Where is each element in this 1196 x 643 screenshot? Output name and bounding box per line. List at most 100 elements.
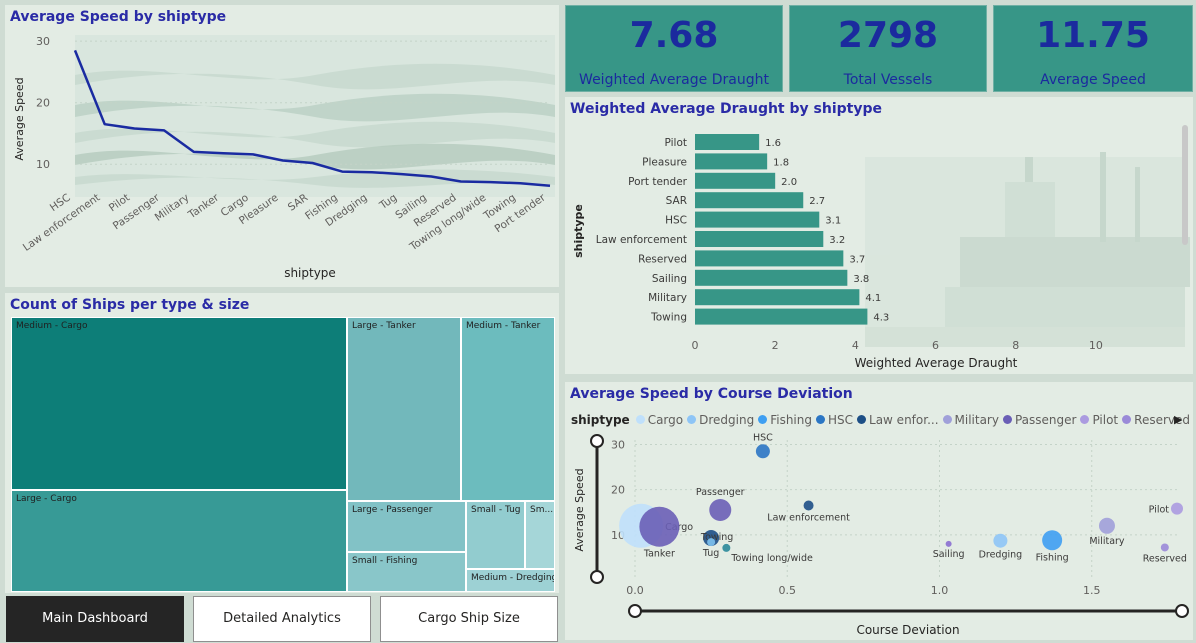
bar-port-tender[interactable] xyxy=(695,172,776,189)
line-y-tick-label: 10 xyxy=(36,158,50,171)
scatter-point-label-hsc: HSC xyxy=(753,432,773,443)
scatter-point-reserved[interactable] xyxy=(1160,543,1169,552)
bar-chart-scrollbar[interactable] xyxy=(1182,125,1188,245)
bar-category-label-pilot: Pilot xyxy=(665,137,687,149)
legend-item-reserved[interactable]: Reserved xyxy=(1122,413,1190,427)
legend-dot-icon xyxy=(815,415,825,424)
bar-data-label-military: 4.1 xyxy=(865,293,881,304)
legend-next-arrow-icon[interactable]: ▶ xyxy=(1174,413,1183,426)
scatter-point-towing[interactable] xyxy=(703,530,720,546)
scatter-x-tick-label: 0.0 xyxy=(626,584,644,597)
bar-category-label-hsc: HSC xyxy=(665,215,687,227)
kpi-label-speed: Average Speed xyxy=(1040,72,1146,88)
bar-chart-title: Weighted Average Draught by shiptype xyxy=(570,101,882,117)
treemap-cell-small-fishing[interactable]: Small - Fishing xyxy=(347,552,466,592)
treemap-cell-label: Medium - Tanker xyxy=(466,321,541,331)
scatter-point-pilot[interactable] xyxy=(1171,502,1183,515)
treemap-title: Count of Ships per type & size xyxy=(10,297,250,313)
bar-law-enforcement[interactable] xyxy=(695,231,824,247)
bar-data-label-sailing: 3.8 xyxy=(853,274,869,285)
line-y-tick-label: 30 xyxy=(36,35,50,48)
treemap-cell-label: Medium - Dredging xyxy=(471,573,555,583)
treemap-cell-small-tug[interactable]: Small - Tug xyxy=(466,501,525,569)
scatter-point-passenger[interactable] xyxy=(709,499,732,521)
kpi-value-draught: 7.68 xyxy=(629,15,719,56)
legend-label: HSC xyxy=(827,413,854,427)
treemap-cell-medium-cargo[interactable]: Medium - Cargo xyxy=(11,317,347,490)
bar-pleasure[interactable] xyxy=(695,153,768,170)
bar-category-label-towing: Towing xyxy=(650,312,687,324)
legend-label: Fishing xyxy=(770,413,812,427)
treemap-cell-label: Sm... xyxy=(530,505,554,515)
bar-x-tick-label: 0 xyxy=(692,339,699,352)
legend-item-law-enfor[interactable]: Law enfor... xyxy=(857,413,939,427)
bar-sailing[interactable] xyxy=(695,269,848,286)
legend-item-fishing[interactable]: Fishing xyxy=(758,413,812,427)
scatter-x-tick-label: 1.5 xyxy=(1083,584,1101,597)
legend-item-dredging[interactable]: Dredging xyxy=(687,413,754,427)
legend-dot-icon xyxy=(1122,415,1132,424)
scatter-point-label-pilot: Pilot xyxy=(1149,505,1170,516)
bar-towing[interactable] xyxy=(695,308,868,325)
scatter-point-tanker[interactable] xyxy=(639,506,680,547)
bar-reserved[interactable] xyxy=(695,250,844,267)
scatter-point-towing-long-wide[interactable] xyxy=(722,543,731,552)
bar-military[interactable] xyxy=(695,289,860,306)
treemap-cell-label: Small - Fishing xyxy=(352,556,418,566)
detailed-analytics-button[interactable]: Detailed Analytics xyxy=(193,596,371,642)
bar-sar[interactable] xyxy=(695,192,804,209)
legend-item-passenger[interactable]: Passenger xyxy=(1002,413,1076,427)
treemap-cell-label: Medium - Cargo xyxy=(16,321,88,331)
bar-data-label-law-enforcement: 3.2 xyxy=(829,235,845,246)
scatter-point-law-enforcement[interactable] xyxy=(803,500,814,511)
kpi-value-speed: 11.75 xyxy=(1036,15,1150,56)
ship-background-image xyxy=(865,152,1190,347)
legend-dot-icon xyxy=(1080,415,1090,424)
line-chart-gridlines xyxy=(75,40,550,165)
treemap-panel: Count of Ships per type & size Medium - … xyxy=(5,293,559,593)
bar-x-tick-label: 2 xyxy=(772,339,779,352)
scatter-point-fishing[interactable] xyxy=(1042,530,1063,551)
y-axis-slider-handle-bottom[interactable] xyxy=(590,570,604,584)
scatter-point-military[interactable] xyxy=(1098,517,1115,534)
x-axis-slider-handle-left[interactable] xyxy=(628,604,642,618)
legend-dot-icon xyxy=(635,415,645,424)
legend-dot-icon xyxy=(857,415,867,424)
bar-category-label-military: Military xyxy=(648,292,687,304)
scatter-point-label-military: Military xyxy=(1089,536,1125,547)
bar-hsc[interactable] xyxy=(695,211,820,228)
kpi-card-vessels: 2798 Total Vessels xyxy=(789,5,987,92)
treemap-cell-large-tanker[interactable]: Large - Tanker xyxy=(347,317,461,501)
scatter-x-ticks: 0.0 0.5 1.0 1.5 xyxy=(626,584,1100,597)
legend-dot-icon xyxy=(758,415,768,424)
bar-chart: Pilot 1.6 Pleasure 1.8 Port tender 2.0 SAR 2.7 H… xyxy=(572,125,1190,370)
treemap-cell-label: Large - Tanker xyxy=(352,321,416,331)
legend-item-hsc[interactable]: HSC xyxy=(815,413,854,427)
main-dashboard-button[interactable]: Main Dashboard xyxy=(6,596,184,642)
treemap-cell-medium-dredging[interactable]: Medium - Dredging xyxy=(466,569,555,592)
scatter-point-tug[interactable] xyxy=(707,538,716,547)
bar-pilot[interactable] xyxy=(695,134,760,150)
scatter-point-sailing[interactable] xyxy=(945,540,952,547)
treemap-cell-large-cargo[interactable]: Large - Cargo xyxy=(11,490,347,592)
treemap-cell-large-passenger[interactable]: Large - Passenger xyxy=(347,501,466,552)
legend-item-pilot[interactable]: Pilot xyxy=(1080,413,1118,427)
bar-data-label-towing: 4.3 xyxy=(873,313,889,324)
kpi-label-vessels: Total Vessels xyxy=(843,72,933,88)
legend-dot-icon xyxy=(942,415,952,424)
treemap-cell-medium-tanker[interactable]: Medium - Tanker xyxy=(461,317,555,501)
x-axis-slider-handle-right[interactable] xyxy=(1175,604,1189,618)
treemap-cell-small-other[interactable]: Sm... xyxy=(525,501,555,569)
y-axis-slider-handle-top[interactable] xyxy=(590,434,604,448)
bar-category-label-reserved: Reserved xyxy=(638,253,687,265)
line-chart-title: Average Speed by shiptype xyxy=(10,9,227,25)
legend-item-cargo[interactable]: Cargo xyxy=(635,413,683,427)
series-line-average-speed xyxy=(73,49,551,188)
scatter-point-hsc[interactable] xyxy=(755,444,770,459)
legend-item-military[interactable]: Military xyxy=(942,413,999,427)
scatter-x-axis-label: Course Deviation xyxy=(856,623,959,637)
cargo-ship-size-button[interactable]: Cargo Ship Size xyxy=(380,596,558,642)
scatter-point-dredging[interactable] xyxy=(993,533,1008,548)
scatter-gridlines xyxy=(634,440,1177,580)
